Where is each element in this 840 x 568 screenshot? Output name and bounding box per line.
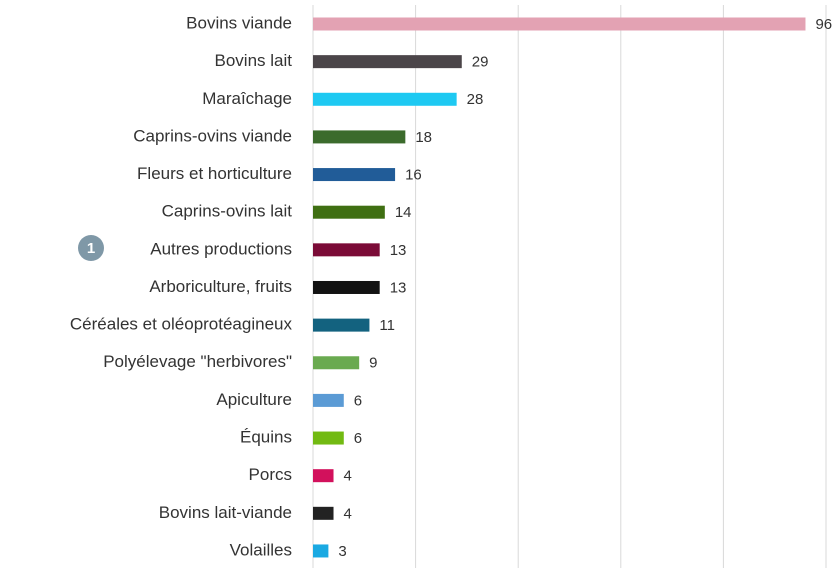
- category-label: Céréales et oléoprotéagineux: [70, 315, 293, 334]
- category-label: Équins: [240, 428, 292, 447]
- bar: [313, 318, 370, 332]
- value-label: 11: [379, 317, 395, 334]
- value-label: 4: [344, 468, 352, 485]
- category-label: Maraîchage: [202, 89, 292, 108]
- category-label: Caprins-ovins lait: [162, 202, 293, 221]
- category-label: Autres productions: [150, 239, 292, 258]
- badge: [78, 235, 104, 261]
- category-label: Bovins lait: [215, 51, 293, 70]
- value-label: 6: [354, 430, 362, 447]
- value-label: 96: [815, 16, 832, 33]
- value-label: 13: [390, 242, 407, 259]
- category-label: Porcs: [249, 465, 292, 484]
- bar: [313, 356, 360, 370]
- value-label: 16: [405, 167, 422, 184]
- category-label: Caprins-ovins viande: [133, 126, 292, 145]
- category-label: Fleurs et horticulture: [137, 164, 292, 183]
- category-label: Volailles: [230, 540, 292, 559]
- value-label: 9: [369, 355, 377, 372]
- bar: [313, 17, 806, 31]
- value-label: 28: [467, 91, 484, 108]
- category-label: Bovins lait-viande: [159, 503, 292, 522]
- category-label: Arboriculture, fruits: [149, 277, 292, 296]
- value-label: 18: [415, 129, 432, 146]
- bar: [313, 92, 457, 106]
- bar: [313, 544, 329, 558]
- category-label: Bovins viande: [186, 13, 292, 32]
- bar: [313, 469, 334, 483]
- bar: [313, 431, 344, 445]
- bar: [313, 393, 344, 407]
- value-label: 29: [472, 54, 489, 71]
- category-label: Apiculture: [216, 390, 292, 409]
- bar: [313, 205, 385, 219]
- badge-number: 1: [87, 240, 95, 257]
- bar: [313, 506, 334, 520]
- value-label: 4: [344, 505, 352, 522]
- category-label: Polyélevage "herbivores": [103, 352, 292, 371]
- bar: [313, 280, 380, 294]
- value-label: 3: [338, 543, 346, 560]
- bar: [313, 55, 462, 69]
- value-label: 6: [354, 392, 362, 409]
- bar: [313, 130, 406, 144]
- value-label: 14: [395, 204, 412, 221]
- value-label: 13: [390, 279, 407, 296]
- bar: [313, 168, 396, 182]
- bar: [313, 243, 380, 257]
